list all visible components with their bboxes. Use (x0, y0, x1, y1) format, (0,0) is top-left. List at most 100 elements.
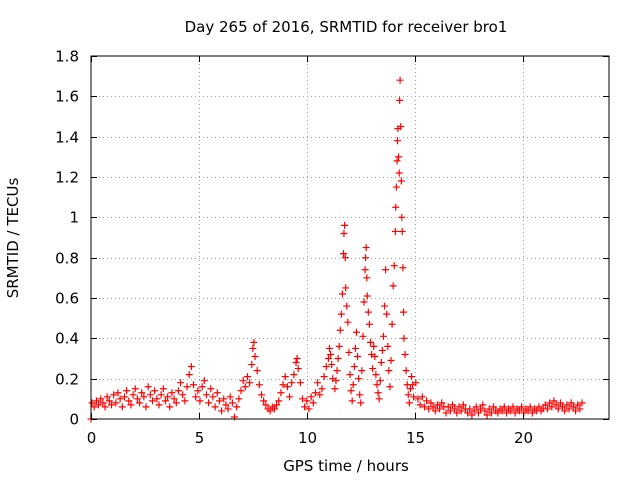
data-point (395, 169, 403, 177)
data-point (385, 367, 393, 375)
data-point (370, 342, 378, 350)
data-point (90, 403, 98, 411)
data-point (502, 409, 510, 417)
data-point (211, 403, 219, 411)
data-point (153, 395, 161, 403)
data-point (318, 385, 326, 393)
data-point (314, 379, 322, 387)
data-point (149, 397, 157, 405)
data-point (170, 395, 178, 403)
data-point (301, 403, 309, 411)
data-point (258, 391, 266, 399)
data-point (485, 405, 493, 413)
data-point (209, 393, 217, 401)
data-point (101, 403, 109, 411)
data-point (333, 367, 341, 375)
data-point (359, 332, 367, 340)
y-tick-label: 1 (69, 209, 79, 227)
data-point (157, 391, 165, 399)
data-point (144, 383, 152, 391)
data-point (255, 381, 263, 389)
data-point (290, 371, 298, 379)
data-point (453, 409, 461, 417)
y-tick-label: 0.4 (55, 330, 79, 348)
data-point (361, 266, 369, 274)
data-point (427, 399, 435, 407)
data-point (140, 393, 148, 401)
data-point (155, 401, 163, 409)
data-point (466, 405, 474, 413)
data-point (220, 395, 228, 403)
data-point (381, 302, 389, 310)
data-point (509, 403, 517, 411)
data-point (138, 389, 146, 397)
data-point (569, 403, 577, 411)
data-point (457, 407, 465, 415)
data-point (116, 395, 124, 403)
data-point (494, 409, 502, 417)
data-point (550, 397, 558, 405)
y-tick-label: 0 (69, 411, 79, 429)
data-point (243, 373, 251, 381)
data-point (146, 391, 154, 399)
data-point (99, 399, 107, 407)
data-point (574, 401, 582, 409)
data-point (97, 395, 105, 403)
data-point (405, 399, 413, 407)
y-tick-label: 0.2 (55, 371, 79, 389)
data-point (377, 359, 385, 367)
data-point (127, 401, 135, 409)
data-point (270, 405, 278, 413)
data-point (92, 397, 100, 405)
data-point (325, 344, 333, 352)
data-point (164, 393, 172, 401)
data-point (226, 393, 234, 401)
data-point (215, 397, 223, 405)
data-point (187, 363, 195, 371)
data-point (383, 310, 391, 318)
data-point (296, 379, 304, 387)
data-point (251, 352, 259, 360)
data-point (397, 177, 405, 185)
x-tick-label: 5 (195, 429, 205, 447)
plot-frame (90, 55, 610, 420)
data-point (392, 203, 400, 211)
data-point (293, 355, 301, 362)
data-point (552, 401, 560, 409)
data-point (498, 407, 506, 415)
data-point (136, 399, 144, 407)
data-point (228, 399, 236, 407)
data-point (384, 342, 392, 350)
data-point (343, 302, 351, 310)
data-point (205, 399, 213, 407)
data-point (172, 399, 180, 407)
data-point (425, 405, 433, 413)
data-point (396, 96, 404, 104)
data-point (416, 401, 424, 409)
data-point (401, 350, 409, 358)
data-point (200, 377, 208, 385)
data-point (357, 399, 365, 407)
data-point (479, 401, 487, 409)
data-point (524, 407, 532, 415)
data-point (376, 377, 384, 385)
data-point (305, 405, 313, 413)
data-point (207, 385, 215, 393)
data-point (286, 393, 294, 401)
data-point (179, 391, 187, 399)
data-point (250, 338, 258, 346)
data-point (429, 403, 437, 411)
data-point (133, 395, 141, 403)
data-point (399, 264, 407, 272)
data-point (262, 401, 270, 409)
data-point (260, 397, 268, 405)
data-point (237, 387, 245, 395)
data-point (387, 357, 395, 365)
data-point (535, 403, 543, 411)
data-point (487, 409, 495, 417)
data-point (125, 397, 133, 405)
data-point (332, 377, 340, 385)
data-point (112, 399, 120, 407)
data-point (386, 383, 394, 391)
